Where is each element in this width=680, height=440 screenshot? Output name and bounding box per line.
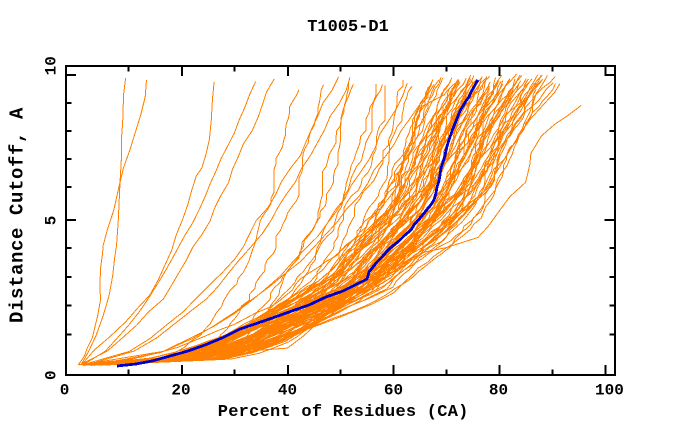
svg-text:40: 40 (278, 382, 297, 400)
svg-text:0: 0 (60, 382, 70, 400)
svg-text:0: 0 (43, 370, 61, 380)
svg-text:5: 5 (43, 216, 61, 226)
svg-text:80: 80 (489, 382, 508, 400)
svg-text:T1005-D1: T1005-D1 (307, 18, 389, 37)
svg-text:20: 20 (171, 382, 190, 400)
svg-text:Percent of Residues (CA): Percent of Residues (CA) (218, 403, 469, 422)
svg-text:Distance Cutoff, A: Distance Cutoff, A (7, 107, 29, 323)
svg-text:60: 60 (384, 382, 403, 400)
svg-text:100: 100 (595, 382, 624, 400)
svg-text:10: 10 (43, 56, 61, 75)
